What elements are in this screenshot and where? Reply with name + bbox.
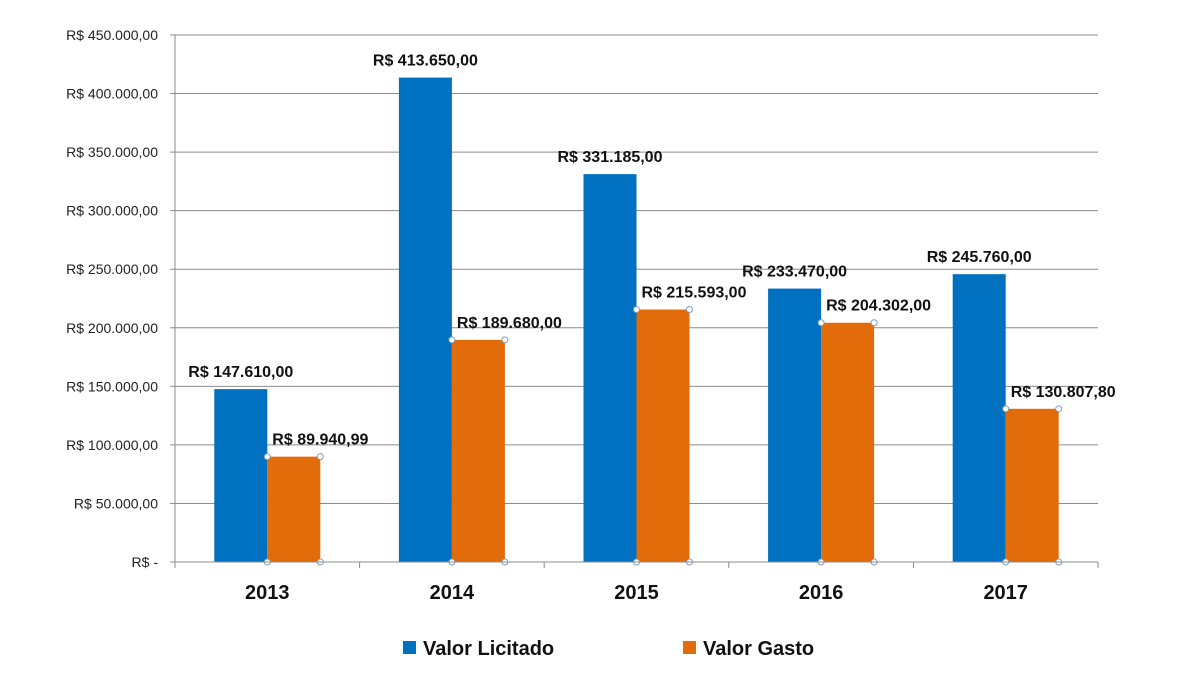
- bar-valor-licitado-2015: [583, 174, 637, 562]
- y-tick-label: R$ -: [132, 554, 159, 570]
- x-axis: [170, 34, 1099, 568]
- legend-swatch-valor-licitado: [403, 641, 416, 654]
- x-axis-category-labels: 2013 2014 2015 2016 2017: [245, 582, 1028, 604]
- bar-selection-handle: [1002, 405, 1010, 413]
- y-axis-tick-labels: R$ - R$ 50.000,00 R$ 100.000,00 R$ 150.000,…: [66, 27, 158, 570]
- bar-selection-handle: [686, 306, 693, 314]
- bar-valor-gasto-2015: [636, 309, 690, 562]
- bar-selection-handle: [316, 453, 324, 461]
- bar-selection-handle: [1055, 405, 1063, 413]
- data-labels: R$ 147.610,00 R$ 89.940,99 R$ 413.650,00 R$…: [188, 53, 1115, 449]
- data-label-valor-gasto-2016: R$ 204.302,00: [826, 298, 931, 315]
- data-label-valor-gasto-2017: R$ 130.807,80: [1011, 384, 1116, 401]
- data-label-valor-licitado-2015: R$ 331.185,00: [558, 149, 663, 166]
- legend-swatch-valor-gasto: [683, 641, 696, 654]
- data-label-valor-gasto-2015: R$ 215.593,00: [642, 285, 747, 302]
- y-tick-label: R$ 300.000,00: [66, 203, 158, 219]
- x-category-label: 2015: [614, 582, 659, 604]
- bar-valor-licitado-2017: [952, 274, 1006, 562]
- x-category-label: 2014: [430, 582, 475, 604]
- data-label-valor-licitado-2016: R$ 233.470,00: [742, 264, 847, 281]
- legend-label-valor-gasto: Valor Gasto: [703, 638, 814, 660]
- y-tick-label: R$ 250.000,00: [66, 261, 158, 277]
- bar-selection-handle: [448, 336, 456, 344]
- bar-selection-handle: [263, 453, 271, 461]
- bar-selection-handle: [870, 319, 878, 327]
- x-category-label: 2017: [983, 582, 1028, 604]
- bars: [214, 77, 1063, 566]
- x-category-label: 2013: [245, 582, 290, 604]
- y-tick-label: R$ 200.000,00: [66, 320, 158, 336]
- data-label-valor-gasto-2014: R$ 189.680,00: [457, 315, 562, 332]
- bar-valor-gasto-2013: [267, 456, 321, 562]
- bar-valor-gasto-2014: [451, 339, 505, 562]
- bar-valor-licitado-2016: [768, 288, 822, 562]
- bar-valor-gasto-2016: [821, 322, 875, 562]
- y-tick-label: R$ 100.000,00: [66, 437, 158, 453]
- bar-selection-handle: [817, 319, 825, 327]
- legend: Valor Licitado Valor Gasto: [403, 638, 814, 660]
- x-category-label: 2016: [799, 582, 844, 604]
- bar-valor-licitado-2013: [214, 389, 268, 562]
- data-label-valor-gasto-2013: R$ 89.940,99: [272, 432, 368, 449]
- bar-valor-licitado-2014: [398, 77, 452, 562]
- data-label-valor-licitado-2017: R$ 245.760,00: [927, 249, 1032, 266]
- y-tick-label: R$ 400.000,00: [66, 86, 158, 102]
- bar-valor-gasto-2017: [1005, 408, 1059, 562]
- bar-selection-handle: [501, 336, 509, 344]
- y-tick-label: R$ 450.000,00: [66, 27, 158, 43]
- y-tick-label: R$ 350.000,00: [66, 144, 158, 160]
- bar-selection-handle: [633, 306, 640, 314]
- y-tick-label: R$ 150.000,00: [66, 378, 158, 394]
- data-label-valor-licitado-2014: R$ 413.650,00: [373, 53, 478, 70]
- y-tick-label: R$ 50.000,00: [74, 495, 158, 511]
- legend-label-valor-licitado: Valor Licitado: [423, 638, 554, 660]
- data-label-valor-licitado-2013: R$ 147.610,00: [188, 364, 293, 381]
